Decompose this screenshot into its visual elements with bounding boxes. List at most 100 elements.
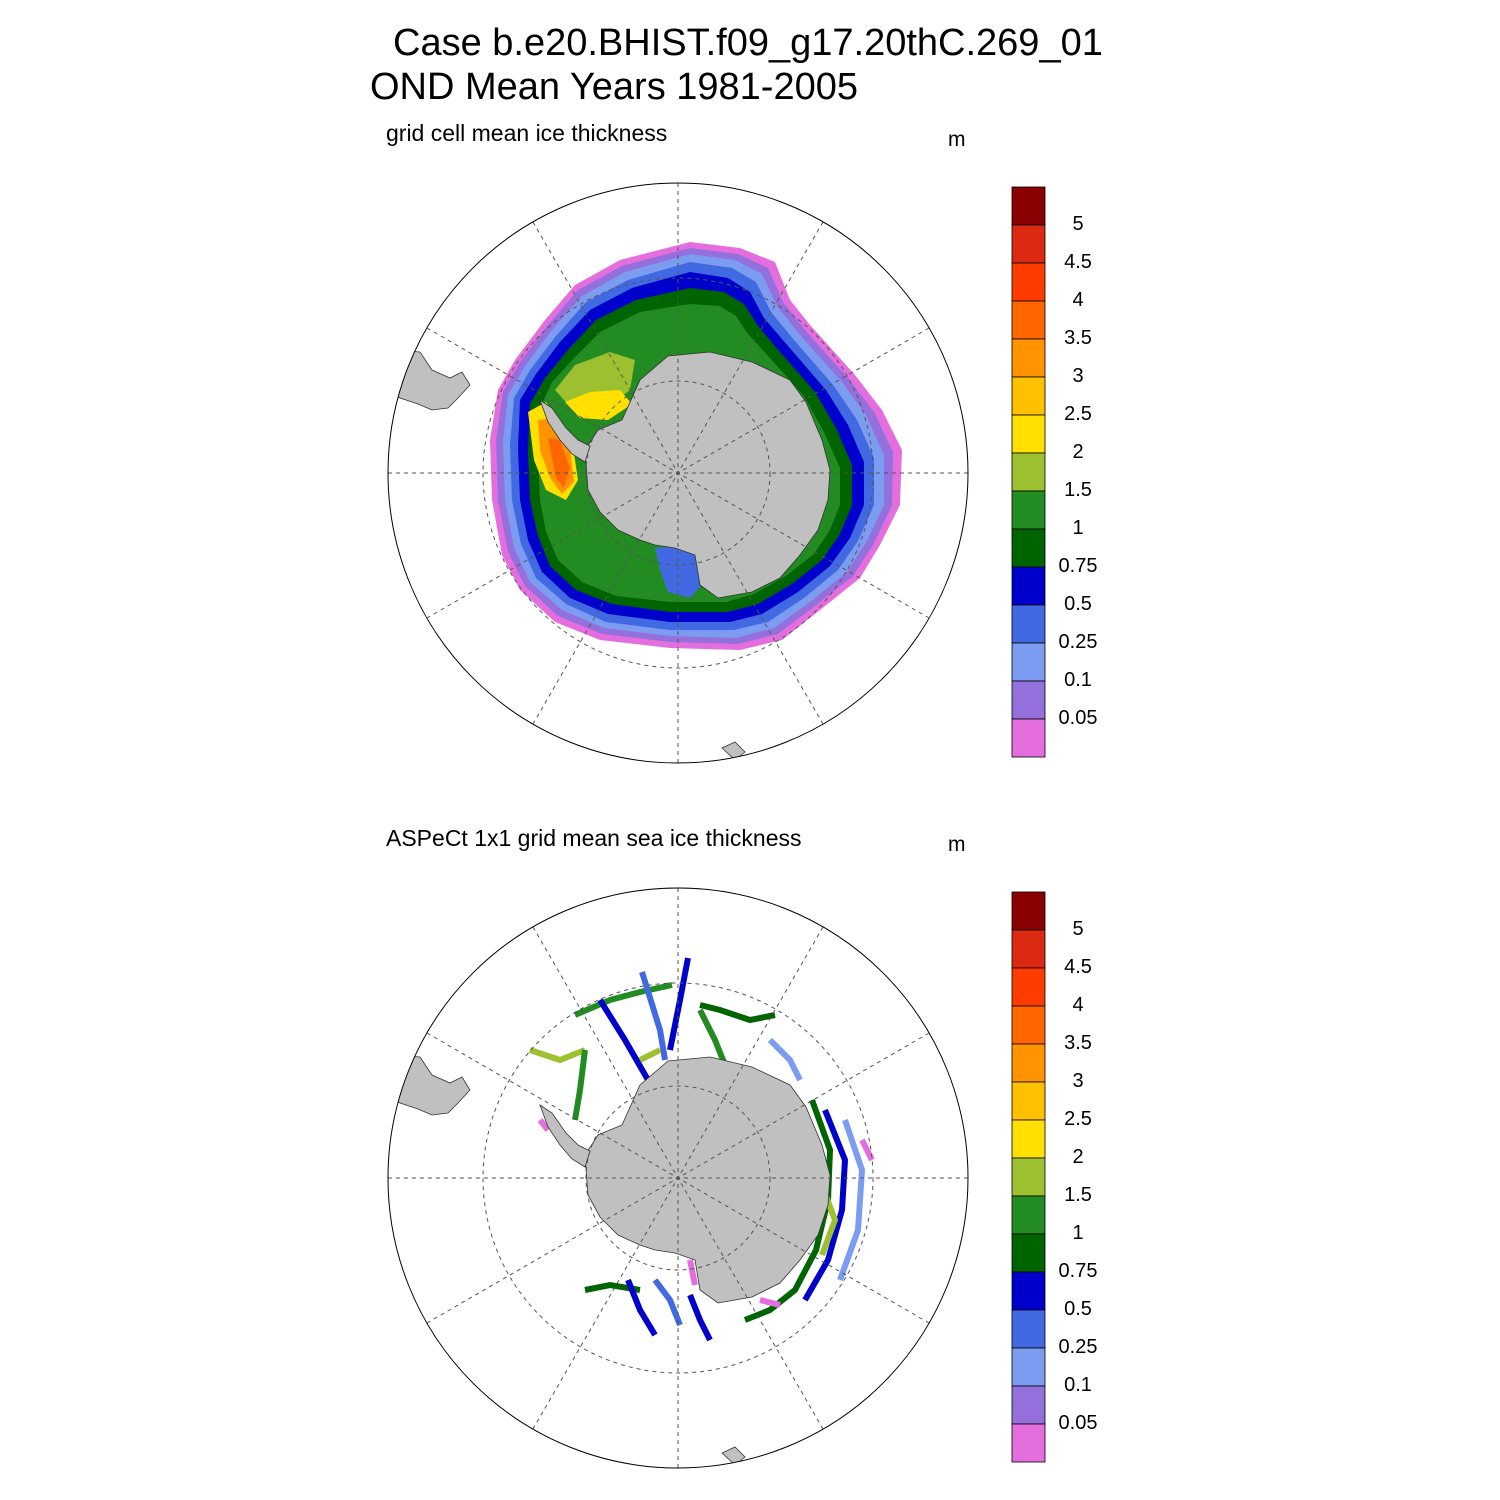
colorbar-tick-label: 4.5 xyxy=(1064,956,1092,978)
colorbar-tick-label: 0.5 xyxy=(1064,593,1092,615)
south-america-land-2 xyxy=(389,1054,471,1116)
colorbar-swatch xyxy=(1011,1233,1046,1273)
colorbar-swatch xyxy=(1011,891,1046,931)
track-line xyxy=(597,998,651,1082)
colorbar-swatch xyxy=(1011,300,1046,340)
colorbar-panel2 xyxy=(1011,891,1046,1463)
colorbar-tick-label: 0.05 xyxy=(1058,707,1098,729)
colorbar-tick-label: 3 xyxy=(1072,1070,1084,1092)
colorbar-swatch xyxy=(1011,1081,1046,1121)
colorbar-swatch xyxy=(1011,1043,1046,1083)
colorbar-tick-label: 3.5 xyxy=(1064,327,1092,349)
colorbar-swatch xyxy=(1011,262,1046,302)
colorbar-swatch xyxy=(1011,338,1046,378)
colorbar-swatch xyxy=(1011,604,1046,644)
colorbar-swatch xyxy=(1011,186,1046,226)
colorbar-tick-label: 1.5 xyxy=(1064,479,1092,501)
colorbar-swatch xyxy=(1011,1309,1046,1349)
colorbar-tick-label: 0.1 xyxy=(1064,1374,1092,1396)
colorbar-swatch xyxy=(1011,1005,1046,1045)
colorbar-swatch xyxy=(1011,1423,1046,1463)
colorbar-tick-label: 0.1 xyxy=(1064,669,1092,691)
track-line xyxy=(767,1037,803,1082)
antarctic-peninsula-land-2 xyxy=(539,1103,591,1168)
colorbar-swatch xyxy=(1011,566,1046,606)
track-line xyxy=(802,1108,849,1302)
colorbar-swatch xyxy=(1011,528,1046,568)
track-line xyxy=(638,1047,662,1063)
track-line xyxy=(537,1118,551,1132)
panel2-subtitle: ASPeCt 1x1 grid mean sea ice thickness xyxy=(386,825,802,851)
figure-title-case: Case b.e20.BHIST.f09_g17.20thC.269_01 xyxy=(393,22,1103,64)
track-line xyxy=(573,982,673,1018)
colorbar-swatch xyxy=(1011,490,1046,530)
colorbar-swatch xyxy=(1011,642,1046,682)
colorbar-tick-label: 3.5 xyxy=(1064,1032,1092,1054)
ice-contour-2.5-weddell xyxy=(565,390,632,420)
colorbar-panel1 xyxy=(1011,186,1046,758)
colorbar-tick-label: 4.5 xyxy=(1064,251,1092,273)
colorbar-swatch xyxy=(1011,224,1046,264)
colorbar-swatch xyxy=(1011,929,1046,969)
colorbar-tick-label: 0.5 xyxy=(1064,1298,1092,1320)
colorbar-tick-label: 0.05 xyxy=(1058,1412,1098,1434)
track-line xyxy=(572,1049,588,1121)
track-line xyxy=(759,1297,781,1308)
island-land-2 xyxy=(721,1446,746,1466)
colorbar-tick-label: 0.75 xyxy=(1058,1260,1098,1282)
track-line xyxy=(859,1138,875,1162)
colorbar-tick-label: 0.75 xyxy=(1058,555,1098,577)
south-america-land xyxy=(389,349,471,411)
colorbar-swatch xyxy=(1011,414,1046,454)
panel2-map-boundary xyxy=(387,887,969,1469)
track-line xyxy=(687,1293,713,1342)
colorbar-swatch xyxy=(1011,680,1046,720)
track-line xyxy=(667,957,691,1051)
colorbar-swatch xyxy=(1011,967,1046,1007)
colorbar-tick-label: 4 xyxy=(1072,994,1084,1016)
ice-contour-3.5-bellingshausen xyxy=(548,438,570,488)
track-line xyxy=(837,1119,866,1282)
track-line xyxy=(697,1008,728,1067)
colorbar-tick-label: 1 xyxy=(1072,517,1084,539)
panel1-map-boundary xyxy=(387,182,969,764)
ice-ross-sea xyxy=(655,546,706,598)
track-line xyxy=(743,1098,834,1323)
colorbar-tick-label: 5 xyxy=(1072,213,1084,235)
colorbar-tick-label: 2.5 xyxy=(1064,1108,1092,1130)
colorbar-swatch xyxy=(1011,1195,1046,1235)
colorbar-swatch xyxy=(1011,1385,1046,1425)
track-line xyxy=(625,1278,658,1337)
colorbar-swatch xyxy=(1011,452,1046,492)
track-line xyxy=(529,1047,587,1064)
colorbar-tick-label: 2 xyxy=(1072,441,1084,463)
graticule-2 xyxy=(388,888,968,1468)
colorbar-tick-label: 0.25 xyxy=(1058,1336,1098,1358)
colorbar-swatch xyxy=(1011,1119,1046,1159)
colorbar-swatch xyxy=(1011,1157,1046,1197)
track-line xyxy=(699,1002,776,1024)
colorbar-swatch xyxy=(1011,718,1046,758)
colorbar-tick-label: 0.25 xyxy=(1058,631,1098,653)
colorbar-tick-label: 2.5 xyxy=(1064,403,1092,425)
island-land xyxy=(721,741,746,761)
colorbar-tick-label: 1 xyxy=(1072,1222,1084,1244)
observation-tracks xyxy=(529,957,875,1342)
colorbar-swatch xyxy=(1011,1271,1046,1311)
antarctica-land-2 xyxy=(584,1056,831,1304)
colorbar-tick-label: 5 xyxy=(1072,918,1084,940)
figure-title-period: OND Mean Years 1981-2005 xyxy=(370,66,858,108)
colorbar-tick-label: 4 xyxy=(1072,289,1084,311)
colorbar-tick-label: 2 xyxy=(1072,1146,1084,1168)
panel1-map xyxy=(388,183,968,763)
antarctica-land xyxy=(584,351,831,599)
graticule xyxy=(388,183,968,763)
track-line xyxy=(639,971,668,1061)
panel2-units: m xyxy=(948,833,966,856)
colorbar-swatch xyxy=(1011,1347,1046,1387)
colorbar-swatch xyxy=(1011,376,1046,416)
colorbar-tick-label: 1.5 xyxy=(1064,1184,1092,1206)
track-line xyxy=(652,1278,683,1327)
track-line xyxy=(687,1259,698,1286)
